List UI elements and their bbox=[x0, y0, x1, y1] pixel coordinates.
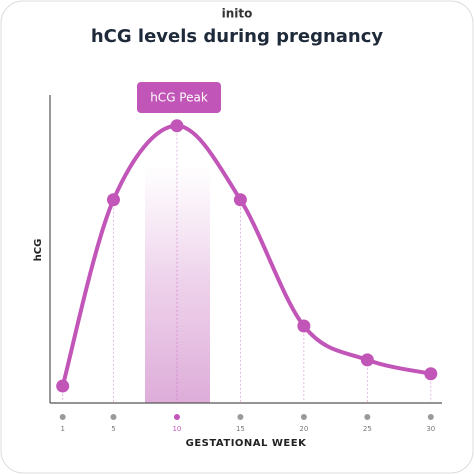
x-tick-label: 5 bbox=[111, 425, 115, 433]
annotation: hCG Peak bbox=[150, 91, 208, 105]
x-tick-dot bbox=[427, 414, 434, 420]
peak-band bbox=[145, 165, 210, 403]
x-tick-label: 1 bbox=[60, 425, 64, 433]
x-tick-label: 10 bbox=[172, 425, 181, 433]
x-tick-dot bbox=[59, 414, 66, 420]
x-tick-label: 30 bbox=[426, 425, 435, 433]
point bbox=[106, 193, 120, 207]
point bbox=[360, 353, 374, 367]
point bbox=[233, 193, 247, 207]
x-tick-label: 15 bbox=[236, 425, 245, 433]
x-tick-dot bbox=[364, 414, 371, 420]
x-axis-label: GESTATIONAL WEEK bbox=[186, 438, 307, 449]
x-tick-dot bbox=[300, 414, 307, 420]
point bbox=[170, 119, 184, 133]
x-tick-dot bbox=[237, 414, 244, 420]
point bbox=[297, 319, 311, 333]
x-tick-label: 20 bbox=[299, 425, 308, 433]
brand: inito bbox=[222, 7, 253, 21]
x-tick-label: 25 bbox=[363, 425, 372, 433]
y-axis-label: hCG bbox=[33, 239, 44, 262]
line bbox=[60, 123, 433, 389]
point bbox=[424, 367, 438, 381]
x-tick-dot bbox=[110, 414, 117, 420]
x-tick-dot bbox=[173, 414, 180, 420]
chart-title: hCG levels during pregnancy bbox=[91, 26, 384, 47]
point bbox=[56, 379, 70, 393]
annotation-box bbox=[137, 82, 221, 113]
